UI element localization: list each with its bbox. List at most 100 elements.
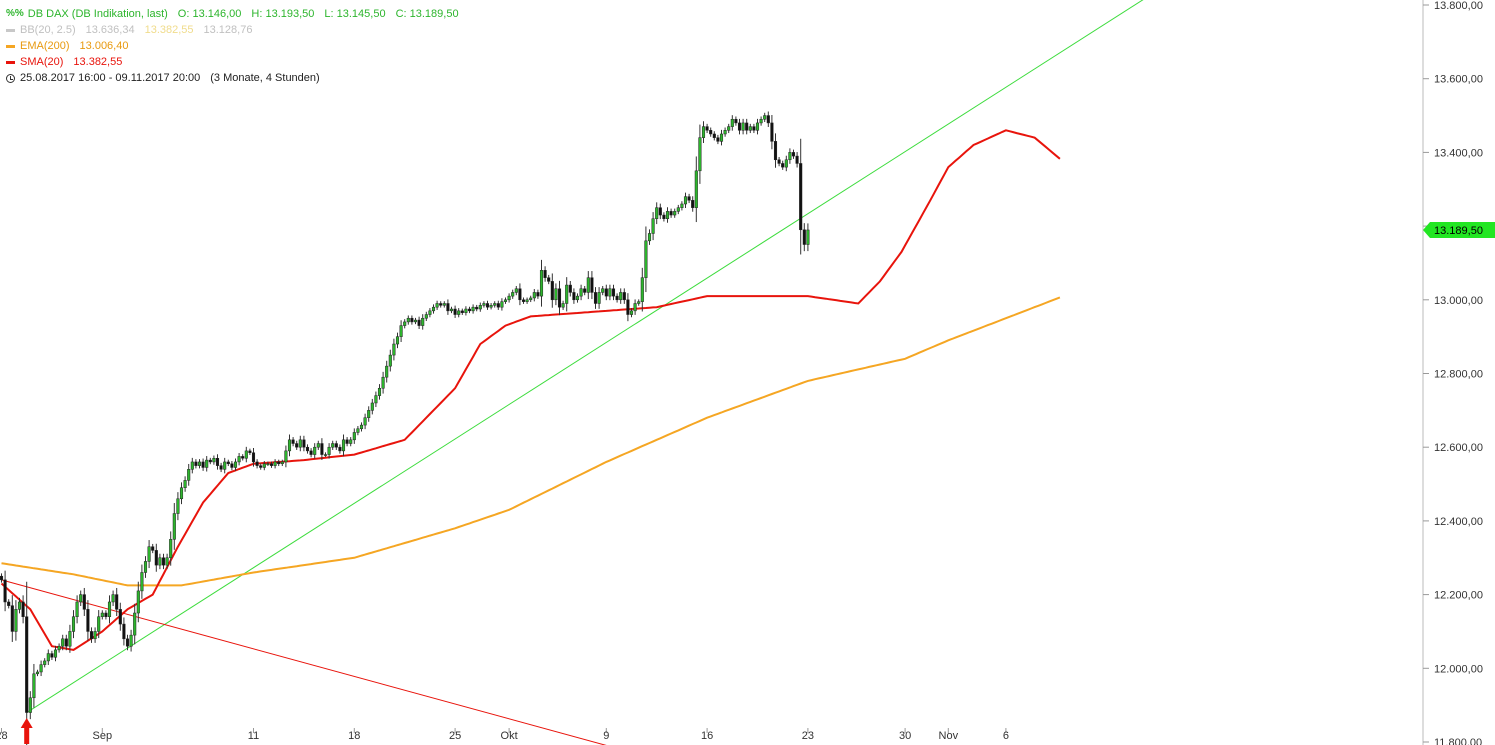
candle (410, 315, 414, 325)
legend-range-row[interactable]: 25.08.2017 16:00 - 09.11.2017 20:00 (3 M… (6, 70, 459, 86)
candle-body (377, 387, 382, 396)
candle-body (683, 196, 688, 205)
candle-body (640, 277, 644, 302)
candle (194, 459, 198, 469)
candle (557, 280, 562, 316)
candle-body (208, 459, 212, 463)
candle (230, 461, 234, 471)
candle (21, 595, 25, 624)
candle-body (583, 288, 587, 293)
candle-body (269, 463, 274, 466)
candle (730, 115, 734, 131)
candle-body (410, 317, 414, 323)
candle-body (536, 292, 540, 297)
candle-body (406, 317, 410, 323)
candle-body (172, 513, 176, 540)
candle-body (500, 301, 504, 308)
candle (655, 202, 659, 225)
candle-body (766, 115, 770, 124)
last-price-marker: 13.189,50 (1423, 221, 1495, 238)
candle-body (568, 284, 572, 293)
candle-body (586, 277, 590, 293)
x-axis: 28 Sep 11 18 25 Okt 9 16 23 30 Nov 6 (0, 728, 1009, 742)
candle-body (561, 303, 565, 308)
candle (320, 438, 324, 460)
candle (0, 573, 4, 583)
candle (205, 456, 209, 472)
candle (64, 634, 68, 651)
candle-body (701, 126, 706, 138)
candle (525, 297, 529, 304)
candle-body (284, 450, 288, 463)
candle-body (205, 459, 209, 468)
candle (637, 299, 641, 306)
candle (251, 448, 256, 467)
candle-body (543, 270, 547, 278)
candle (75, 595, 79, 624)
candle-body (611, 288, 616, 297)
candle (147, 540, 151, 569)
y-tick-label: 12.800,00 (1434, 369, 1483, 381)
candle-body (593, 292, 598, 304)
candle (143, 556, 148, 578)
bb-swatch (6, 28, 15, 32)
candle (554, 283, 558, 306)
candle (50, 650, 54, 661)
candle-body (140, 572, 144, 592)
candle-body (539, 270, 544, 297)
legend-ema-row[interactable]: EMA(200) 13.006,40 (6, 38, 459, 54)
candle-body (781, 163, 785, 168)
x-tick-label: 23 (802, 730, 814, 742)
candle (435, 300, 439, 310)
candle (608, 284, 612, 301)
legend-sma-row[interactable]: SMA(20) 13.382,55 (6, 54, 459, 70)
candle (244, 446, 248, 463)
candle (565, 277, 569, 312)
candle (633, 299, 637, 315)
candle-body (298, 439, 302, 448)
candle (86, 600, 90, 641)
candle-body (89, 631, 94, 640)
candle (698, 124, 702, 184)
candle-body (97, 616, 101, 632)
sma-label: SMA(20) (20, 56, 64, 68)
candle (791, 149, 796, 159)
candle-body (806, 229, 810, 245)
candle-body (280, 461, 284, 465)
x-tick-label: 6 (1003, 730, 1009, 742)
signal-arrow-layer (20, 718, 33, 744)
candle-body (478, 305, 482, 310)
candle (140, 564, 144, 599)
candle (385, 360, 389, 383)
candle-body (601, 288, 605, 293)
candle (233, 458, 238, 471)
candle (356, 426, 360, 436)
candle (644, 226, 648, 293)
instrument-title[interactable]: DB DAX (DB Indikation, last) (27, 8, 168, 20)
ema200-layer (1, 296, 1061, 587)
sma-swatch (6, 60, 15, 64)
candle (39, 660, 43, 677)
candle (673, 208, 677, 218)
candle (359, 422, 364, 432)
legend-bb-row[interactable]: BB(20, 2.5) 13.636,34 13.382,55 13.128,7… (6, 22, 459, 38)
candle-body (467, 308, 472, 312)
candle (68, 624, 72, 653)
candle (176, 492, 180, 521)
candle-body (435, 303, 439, 308)
candle-body (17, 601, 22, 610)
candle-body (212, 458, 216, 463)
candle-body (590, 277, 594, 293)
x-tick-label: Nov (939, 730, 959, 742)
candle (622, 288, 626, 304)
candle (341, 434, 346, 457)
candle (770, 114, 774, 150)
candle-body (46, 653, 50, 662)
candle-body (251, 452, 256, 463)
legend: %% DB DAX (DB Indikation, last) O: 13.14… (6, 6, 459, 86)
candle-body (230, 463, 234, 468)
candle (57, 643, 61, 653)
candle-body (313, 446, 317, 455)
candle (395, 332, 400, 349)
